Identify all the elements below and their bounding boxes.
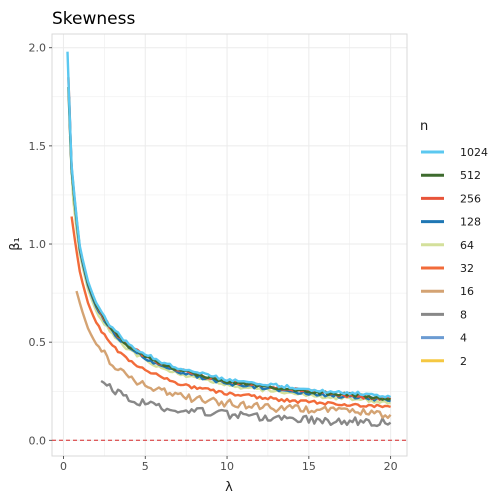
legend-label-n-128: 128 (460, 216, 481, 229)
panel-border (51, 33, 408, 457)
series-line-n-8 (100, 379, 392, 428)
x-axis-title: λ (225, 480, 233, 495)
legend-label-n-4: 4 (460, 332, 467, 345)
y-tick-label: 2.0 (29, 42, 47, 55)
legend-label-n-512: 512 (460, 169, 481, 182)
legend-label-n-8: 8 (460, 308, 467, 321)
chart-title: Skewness (52, 9, 135, 29)
x-tick-label: 15 (302, 460, 316, 473)
y-axis-ticks: 0.0 0.5 1.0 1.5 2.0 (29, 42, 52, 447)
legend-label-n-256: 256 (460, 192, 481, 205)
legend: n 1024 512 256 128 64 32 16 8 4 2 (420, 119, 488, 368)
y-tick-label: 0.5 (29, 336, 47, 349)
x-tick-label: 5 (142, 460, 149, 473)
legend-label-n-1024: 1024 (460, 146, 488, 159)
legend-label-n-32: 32 (460, 262, 474, 275)
x-tick-label: 20 (384, 460, 398, 473)
legend-label-n-2: 2 (460, 355, 467, 368)
x-tick-label: 10 (220, 460, 234, 473)
legend-label-n-64: 64 (460, 239, 474, 252)
y-tick-label: 1.0 (29, 238, 47, 251)
series-line-n-32 (70, 216, 391, 409)
series-lines (66, 51, 392, 428)
series-line-n-64 (68, 136, 391, 405)
series-line-n-512 (67, 86, 391, 401)
y-tick-label: 0.0 (29, 434, 47, 447)
x-tick-label: 0 (60, 460, 67, 473)
legend-title: n (420, 119, 428, 134)
series-line-n-16 (75, 290, 392, 419)
series-line-n-128 (68, 96, 391, 403)
x-axis-ticks: 0 5 10 15 20 (60, 456, 398, 473)
legend-label-n-16: 16 (460, 285, 474, 298)
y-axis-title: β₁ (8, 237, 23, 251)
y-tick-label: 1.5 (29, 140, 47, 153)
series-line-n-1024 (66, 51, 392, 399)
